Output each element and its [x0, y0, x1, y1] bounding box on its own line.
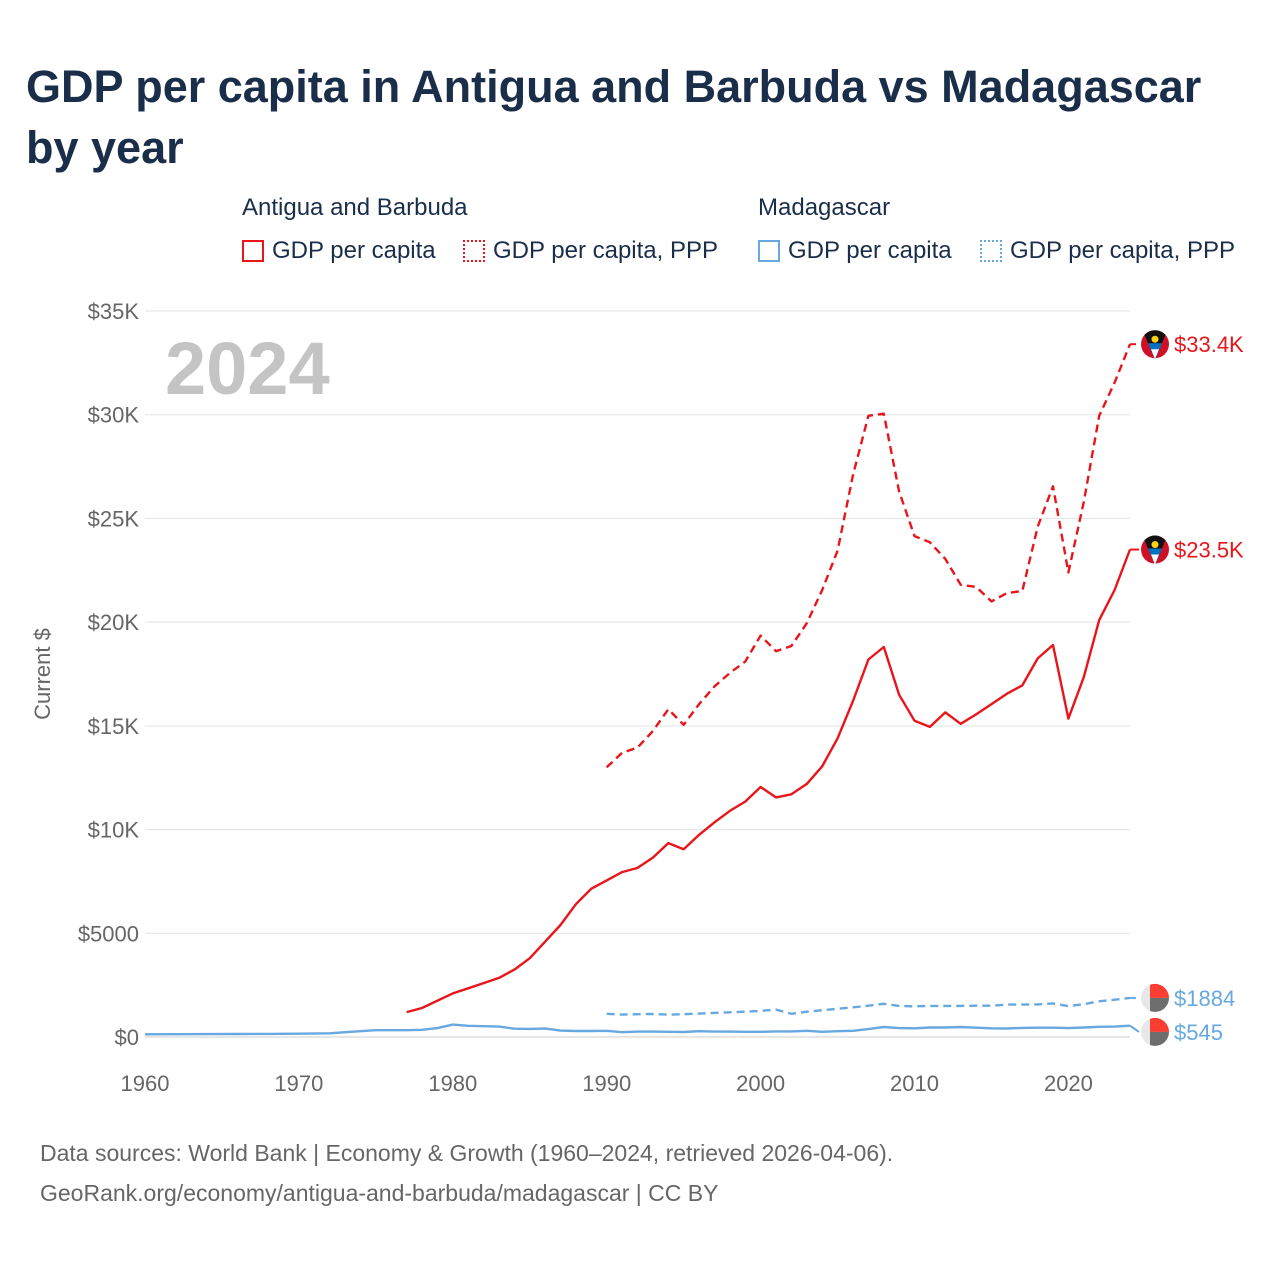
flag-antigua-icon — [1141, 535, 1169, 564]
end-value-label: $33.4K — [1174, 332, 1244, 357]
flag-red — [1150, 983, 1169, 998]
legend-swatch-dotted-blue — [980, 240, 1002, 262]
end-value-label: $23.5K — [1174, 538, 1244, 563]
flag-body — [1141, 983, 1169, 1012]
x-tick-label: 2000 — [736, 1071, 785, 1096]
flag-green — [1150, 1031, 1169, 1046]
flag-body — [1141, 535, 1169, 564]
x-tick-label: 2010 — [890, 1071, 939, 1096]
footer-attribution: GeoRank.org/economy/antigua-and-barbuda/… — [40, 1180, 719, 1206]
flag-white — [1151, 349, 1159, 359]
legend-label: GDP per capita, PPP — [493, 237, 718, 264]
footer-sources: Data sources: World Bank | Economy & Gro… — [40, 1140, 894, 1166]
legend-group-madagascar: Madagascar — [758, 194, 891, 221]
series-line-antigua-dashed — [605, 343, 1132, 769]
y-axis-label: Current $ — [30, 628, 55, 720]
legend-item-antigua-ppp[interactable]: GDP per capita, PPP — [463, 236, 718, 266]
y-tick-label: $25K — [88, 506, 140, 531]
year-watermark: 2024 — [165, 327, 330, 410]
x-tick-label: 2020 — [1044, 1071, 1093, 1096]
legend-item-madagascar-ppp[interactable]: GDP per capita, PPP — [980, 236, 1235, 266]
legend-label: GDP per capita — [788, 237, 952, 264]
y-tick-label: $20K — [88, 610, 140, 635]
flag-sun — [1151, 541, 1159, 549]
chart-title: GDP per capita in Antigua and Barbuda vs… — [26, 61, 1202, 173]
y-tick-label: $30K — [88, 403, 140, 428]
y-tick-label: $15K — [88, 714, 140, 739]
x-tick-label: 1960 — [121, 1071, 170, 1096]
end-value-label: $1884 — [1174, 986, 1235, 1011]
leader-line — [1129, 1024, 1140, 1033]
flag-red — [1150, 1017, 1169, 1032]
y-tick-label: $35K — [88, 299, 140, 324]
flag-white — [1151, 554, 1159, 564]
flag-antigua-icon — [1141, 330, 1169, 359]
legend-swatch-solid-blue — [758, 240, 780, 262]
series-line-madagascar-dashed — [606, 996, 1131, 1016]
legend-item-madagascar-gdp[interactable]: GDP per capita — [758, 236, 952, 266]
flag-madagascar-icon — [1141, 983, 1169, 1012]
flag-madagascar-icon — [1141, 1017, 1169, 1046]
legend-item-antigua-gdp[interactable]: GDP per capita — [242, 236, 436, 266]
y-tick-label: $0 — [115, 1025, 139, 1050]
legend-swatch-dotted-red — [463, 240, 485, 262]
series-line-madagascar-solid — [144, 1023, 1131, 1036]
flag-green — [1150, 997, 1169, 1012]
x-tick-label: 1970 — [274, 1071, 323, 1096]
series-line-antigua-solid — [406, 549, 1132, 1014]
legend-label: GDP per capita, PPP — [1010, 237, 1235, 264]
x-tick-label: 1980 — [428, 1071, 477, 1096]
x-tick-label: 1990 — [582, 1071, 631, 1096]
y-tick-label: $10K — [88, 818, 140, 843]
flag-body — [1141, 1017, 1169, 1046]
end-value-label: $545 — [1174, 1020, 1223, 1045]
y-tick-label: $5000 — [78, 921, 139, 946]
flag-body — [1141, 330, 1169, 359]
legend-group-antigua: Antigua and Barbuda — [242, 194, 468, 221]
flag-sun — [1151, 335, 1159, 343]
legend-swatch-solid-red — [242, 240, 264, 262]
legend-label: GDP per capita — [272, 237, 436, 264]
